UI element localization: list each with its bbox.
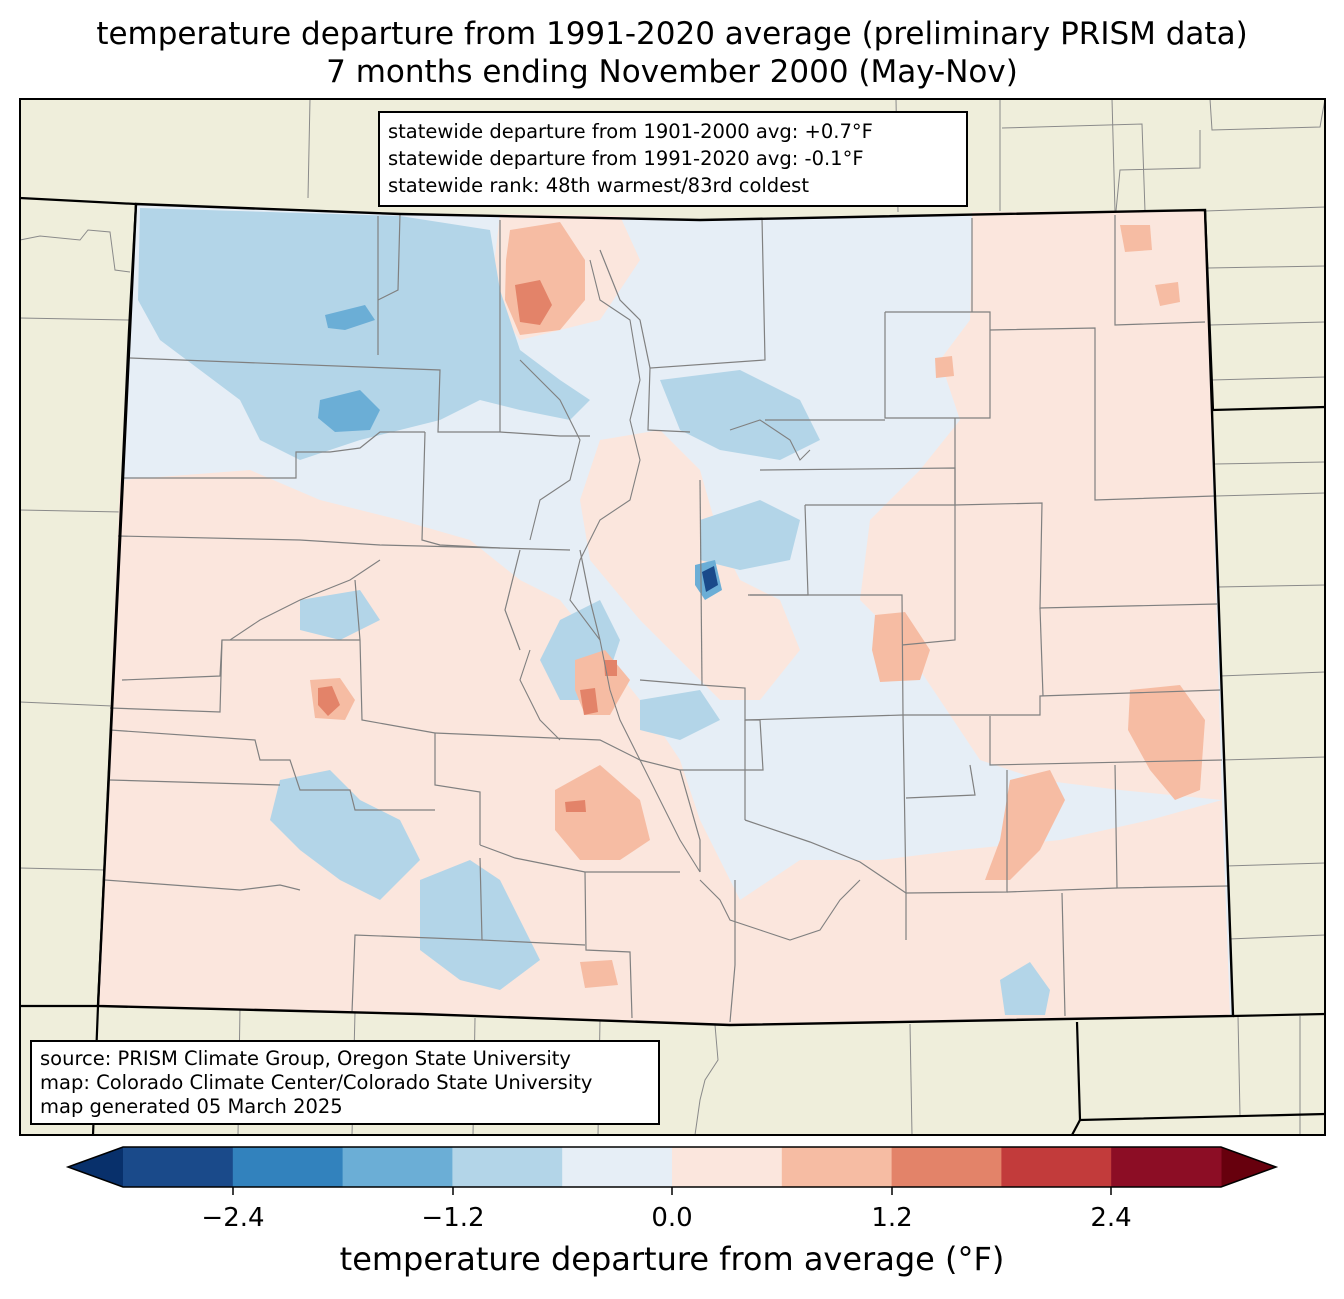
source-line: source: PRISM Climate Group, Oregon Stat…: [40, 1047, 571, 1070]
colorbar-tick-label: −2.4: [201, 1203, 265, 1233]
colorbar-tick-label: 1.2: [871, 1203, 913, 1233]
colorbar-bin: [1001, 1147, 1112, 1187]
colorbar-max-extend: [1221, 1147, 1276, 1187]
colorbar-bin: [123, 1147, 234, 1187]
statewide-stats-box: statewide departure from 1901-2000 avg: …: [378, 111, 968, 207]
map-subtitle: 7 months ending November 2000 (May-Nov): [326, 54, 1018, 90]
colorbar-label: temperature departure from average (°F): [339, 1240, 1005, 1278]
source-box: source: PRISM Climate Group, Oregon Stat…: [30, 1040, 660, 1125]
moderate-warm-spots: [310, 222, 1205, 988]
stats-rank: statewide rank: 48th warmest/83rd coldes…: [388, 174, 809, 197]
colorbar-bin: [1111, 1147, 1222, 1187]
colorbar-bin: [781, 1147, 893, 1187]
strong-warm-spots: [318, 280, 617, 812]
colorbar-bin: [452, 1147, 563, 1187]
colorbar-min-extend: [68, 1147, 123, 1187]
colorbar-ticks: [232, 1187, 1112, 1195]
colorbar-bin: [891, 1147, 1002, 1187]
generated-date-line: map generated 05 March 2025: [40, 1095, 343, 1118]
colorbar-tick-label: −1.2: [421, 1203, 485, 1233]
colorbar-bin: [232, 1147, 344, 1187]
colorbar-bin: [672, 1147, 783, 1187]
neighbor-county-lines: [19, 98, 1326, 1136]
stats-departure-1901-2000: statewide departure from 1901-2000 avg: …: [388, 120, 873, 143]
map-credit-line: map: Colorado Climate Center/Colorado St…: [40, 1071, 593, 1094]
colorbar-outline: [65, 1146, 1279, 1188]
map-frame: [19, 98, 1326, 1136]
colorbar-tick-label: 2.4: [1090, 1203, 1132, 1233]
map-title: temperature departure from 1991-2020 ave…: [96, 16, 1248, 52]
coldest-spot: [702, 566, 718, 592]
colorbar-tick-label: 0.0: [651, 1203, 693, 1233]
colorbar-bin: [562, 1147, 673, 1187]
wiggly-county-lines: [229, 259, 861, 941]
stats-departure-1991-2020: statewide departure from 1991-2020 avg: …: [388, 147, 864, 170]
colorbar-bin: [342, 1147, 453, 1187]
colorbar: [65, 1146, 1279, 1195]
county-boundaries: [104, 213, 1229, 1023]
